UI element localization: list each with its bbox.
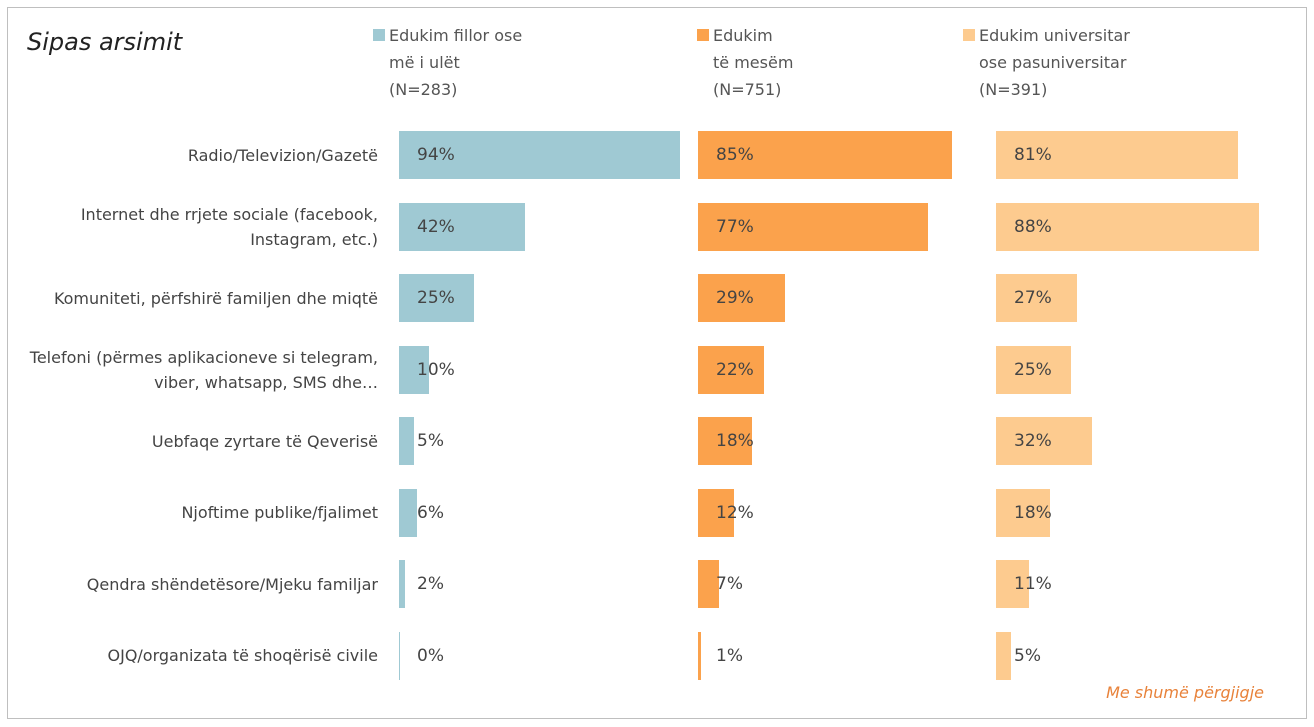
- chart-title: Sipas arsimit: [27, 28, 183, 56]
- value-label: 5%: [417, 431, 444, 451]
- value-label: 2%: [417, 574, 444, 594]
- legend-label: Edukim fillor ose më i ulët (N=283): [389, 26, 523, 99]
- value-label: 32%: [1014, 431, 1052, 451]
- value-label: 94%: [417, 145, 455, 165]
- value-label: 6%: [417, 502, 444, 523]
- bar: [698, 560, 719, 608]
- value-label: 29%: [716, 288, 754, 308]
- legend-swatch: [373, 29, 385, 41]
- value-label: 7%: [716, 574, 743, 594]
- category-label: Internet dhe rrjete sociale (facebook, I…: [80, 204, 378, 249]
- category-label: Telefoni (përmes aplikacioneve si telegr…: [29, 347, 378, 392]
- legend-swatch: [697, 29, 709, 41]
- value-label: 42%: [417, 216, 455, 237]
- bar: [698, 202, 929, 251]
- value-label: 27%: [1014, 288, 1052, 308]
- category-label: Njoftime publike/fjalimet: [181, 503, 378, 522]
- bar: [399, 631, 400, 680]
- bar: [399, 560, 405, 608]
- value-label: 1%: [716, 645, 743, 666]
- bar: [698, 131, 953, 179]
- value-label: 22%: [716, 359, 754, 380]
- value-label: 12%: [716, 502, 754, 523]
- bar: [399, 345, 429, 394]
- category-label: OJQ/organizata të shoqërisë civile: [107, 646, 379, 665]
- category-label: Radio/Televizion/Gazetë: [187, 145, 378, 165]
- value-label: 18%: [1014, 502, 1052, 523]
- bar: [399, 488, 417, 537]
- bar: [399, 131, 681, 179]
- bar: [996, 345, 1071, 394]
- bar: [996, 417, 1092, 465]
- value-label: 25%: [1014, 359, 1052, 380]
- category-label: Uebfaqe zyrtare të Qeverisë: [151, 431, 378, 451]
- value-label: 77%: [716, 216, 754, 237]
- bar: [399, 417, 414, 465]
- bar: [698, 488, 734, 537]
- bar: [698, 274, 785, 322]
- bar: [399, 202, 525, 251]
- category-label: Qendra shëndetësore/Mjeku familjar: [86, 574, 378, 594]
- bar: [399, 274, 474, 322]
- value-label: 10%: [417, 359, 455, 380]
- value-label: 88%: [1014, 216, 1052, 237]
- bar: [698, 417, 752, 465]
- bar: [996, 131, 1239, 179]
- legend-label: Edukim të mesëm (N=751): [713, 26, 794, 99]
- category-label: Komuniteti, përfshirë familjen dhe miqtë: [53, 288, 378, 308]
- bar: [996, 202, 1260, 251]
- value-label: 0%: [417, 645, 444, 666]
- bar: [698, 345, 764, 394]
- bar: [996, 488, 1050, 537]
- legend-swatch: [963, 29, 975, 41]
- bar: [996, 274, 1077, 322]
- bar: [996, 560, 1029, 608]
- bar: [996, 631, 1011, 680]
- value-label: 81%: [1014, 145, 1052, 165]
- value-label: 85%: [716, 145, 754, 165]
- value-label: 11%: [1014, 574, 1052, 594]
- value-label: 5%: [1014, 645, 1041, 666]
- value-label: 18%: [716, 431, 754, 451]
- note: Me shumë përgjigje: [1106, 683, 1264, 702]
- bar: [698, 631, 701, 680]
- legend-label: Edukim universitar ose pasuniversitar (N…: [979, 26, 1130, 99]
- value-label: 25%: [417, 288, 455, 308]
- frame: [7, 7, 1307, 719]
